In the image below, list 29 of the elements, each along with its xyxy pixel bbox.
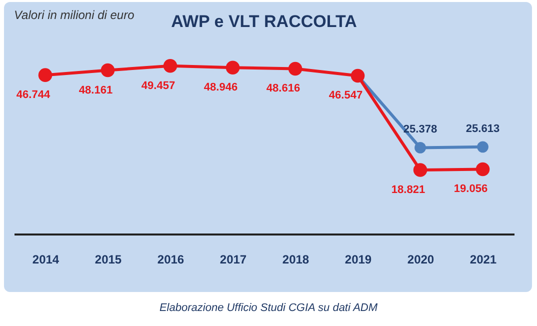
x-tick-label: 2020 <box>407 252 434 266</box>
data-label: 46.744 <box>16 89 51 102</box>
point <box>477 141 488 153</box>
x-tick-label: 2019 <box>344 252 372 266</box>
data-label: 49.457 <box>141 80 176 92</box>
point <box>163 58 178 73</box>
text: Elaborazione Ufficio Studi CGIA su dati ADM <box>158 302 379 314</box>
point <box>100 63 115 78</box>
data-label: 18.821 <box>391 184 426 196</box>
data-label: 19.056 <box>454 183 488 196</box>
point <box>414 142 426 154</box>
data-label: 25.613 <box>466 122 500 135</box>
x-tick-label: 2018 <box>282 252 310 266</box>
data-label: 48.946 <box>204 82 238 94</box>
x-tick-label: 2016 <box>157 252 184 266</box>
data-label: 48.161 <box>78 84 113 96</box>
chart-subtitle: Valori in milioni di euro <box>14 8 134 22</box>
chart-title: AWP e VLT RACCOLTA <box>171 12 357 31</box>
point <box>476 162 490 176</box>
data-label: 48.616 <box>266 82 300 95</box>
x-tick-label: 2017 <box>220 252 247 266</box>
point <box>226 60 240 74</box>
point <box>413 163 428 177</box>
x-tick-label: 2015 <box>94 252 122 266</box>
x-tick-label: 2014 <box>32 252 60 266</box>
data-label: 46.547 <box>328 90 363 102</box>
x-tick-label: 2021 <box>470 252 497 266</box>
point <box>288 62 302 76</box>
point <box>38 68 52 82</box>
